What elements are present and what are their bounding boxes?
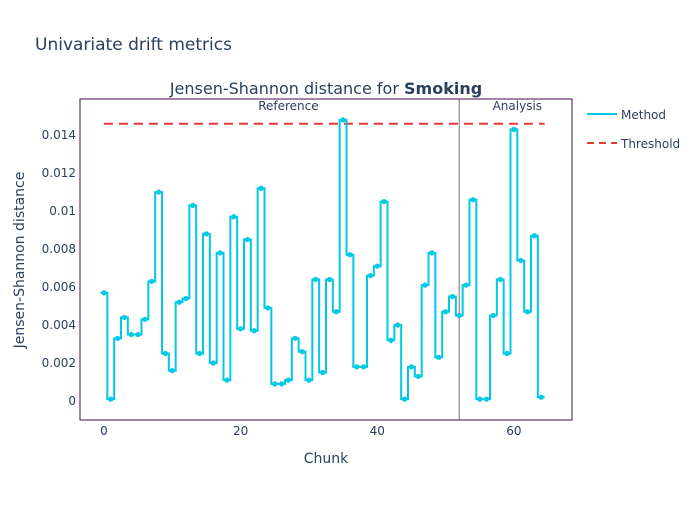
legend-threshold-label: Threshold bbox=[620, 137, 680, 151]
y-tick-label: 0.008 bbox=[42, 242, 76, 256]
method-data-point bbox=[142, 316, 148, 322]
method-data-point bbox=[422, 282, 428, 288]
method-data-point bbox=[483, 396, 490, 402]
method-data-point bbox=[354, 364, 360, 370]
legend-item-threshold[interactable]: Threshold bbox=[587, 137, 680, 151]
method-data-point bbox=[524, 309, 531, 315]
method-data-point bbox=[231, 214, 237, 220]
method-data-point bbox=[121, 314, 128, 321]
method-data-point bbox=[299, 349, 305, 355]
method-data-point bbox=[470, 197, 476, 203]
method-data-point bbox=[101, 290, 107, 296]
x-tick-label: 60 bbox=[506, 424, 521, 438]
method-data-point bbox=[401, 396, 408, 402]
method-data-point bbox=[326, 276, 333, 283]
method-data-point bbox=[449, 293, 456, 300]
legend[interactable]: Method Threshold bbox=[587, 108, 680, 151]
y-tick-label: 0.004 bbox=[42, 318, 76, 332]
method-data-point bbox=[176, 299, 182, 305]
y-tick-label: 0.014 bbox=[42, 128, 76, 142]
legend-item-method[interactable]: Method bbox=[587, 108, 666, 122]
method-data-point bbox=[408, 364, 415, 370]
x-tick-label: 40 bbox=[370, 424, 385, 438]
method-data-point bbox=[340, 117, 346, 123]
method-data-point bbox=[196, 350, 203, 357]
method-data-point bbox=[436, 354, 442, 360]
method-data-point bbox=[224, 377, 230, 383]
method-data-point bbox=[477, 396, 483, 402]
x-tick-label: 0 bbox=[100, 424, 108, 438]
plot-frame bbox=[79, 98, 573, 421]
method-data-point bbox=[149, 278, 155, 284]
method-data-point bbox=[395, 322, 401, 328]
method-data-point bbox=[169, 368, 175, 374]
method-data-point bbox=[490, 312, 497, 319]
method-data-point bbox=[162, 350, 169, 357]
method-data-point bbox=[415, 373, 421, 379]
method-data-point bbox=[531, 233, 538, 239]
legend-method-label: Method bbox=[621, 108, 666, 122]
method-data-point bbox=[463, 282, 469, 288]
method-data-point bbox=[210, 360, 216, 366]
method-data-point bbox=[319, 369, 326, 376]
method-data-point bbox=[360, 364, 367, 370]
method-data-point bbox=[538, 394, 544, 400]
y-axis-ticks: 0 0.002 0.004 0.006 0.008 0.01 0.012 0.014 bbox=[42, 128, 76, 408]
plot-area: Reference Analysis bbox=[100, 99, 545, 420]
method-data-point bbox=[313, 276, 319, 283]
method-data-point bbox=[306, 377, 312, 383]
method-data-point bbox=[497, 276, 503, 283]
y-tick-label: 0.012 bbox=[42, 166, 76, 180]
method-data-point bbox=[504, 350, 510, 357]
method-data-point bbox=[456, 312, 462, 319]
x-tick-label: 20 bbox=[233, 424, 248, 438]
method-data-point bbox=[367, 273, 374, 279]
y-tick-label: 0.006 bbox=[42, 280, 76, 294]
method-data-point bbox=[183, 295, 189, 302]
method-data-point bbox=[217, 250, 223, 256]
method-data-point bbox=[429, 250, 435, 256]
method-data-point bbox=[258, 185, 264, 191]
method-data-point bbox=[511, 126, 517, 132]
method-data-point bbox=[285, 377, 292, 383]
method-data-point bbox=[108, 396, 114, 402]
method-data-point bbox=[333, 309, 339, 315]
y-tick-label: 0.002 bbox=[42, 356, 76, 370]
method-data-point bbox=[114, 335, 121, 341]
method-data-point bbox=[244, 236, 251, 243]
method-data-point bbox=[135, 331, 141, 338]
period-label: Analysis bbox=[493, 99, 542, 113]
method-data-point bbox=[155, 189, 162, 195]
chart-title-prefix: Jensen-Shannon distance for bbox=[169, 79, 404, 98]
method-data-point bbox=[347, 252, 353, 258]
method-data-point bbox=[381, 198, 387, 205]
method-data-point bbox=[128, 331, 134, 338]
y-axis-title: Jensen-Shannon distance bbox=[12, 172, 28, 350]
method-data-point bbox=[237, 326, 244, 332]
method-data-point bbox=[388, 337, 394, 343]
method-data-point bbox=[203, 231, 210, 237]
y-tick-label: 0.01 bbox=[49, 204, 76, 218]
method-step-line bbox=[100, 118, 545, 401]
method-data-point bbox=[442, 309, 449, 315]
method-data-point bbox=[272, 381, 278, 387]
y-tick-label: 0 bbox=[68, 394, 76, 408]
chart-title-feature: Smoking bbox=[404, 79, 482, 98]
x-axis-ticks: 0 20 40 60 bbox=[100, 424, 521, 438]
period-label: Reference bbox=[258, 99, 318, 113]
method-data-point bbox=[265, 305, 271, 311]
chart-title: Jensen-Shannon distance for Smoking bbox=[169, 79, 482, 98]
method-data-point bbox=[374, 263, 380, 269]
method-data-point bbox=[278, 381, 285, 387]
x-axis-title: Chunk bbox=[304, 451, 349, 467]
method-data-point bbox=[190, 202, 196, 208]
method-data-point bbox=[251, 328, 257, 334]
method-data-point bbox=[292, 335, 298, 341]
method-data-point bbox=[518, 257, 524, 264]
figure-title: Univariate drift metrics bbox=[35, 35, 232, 55]
